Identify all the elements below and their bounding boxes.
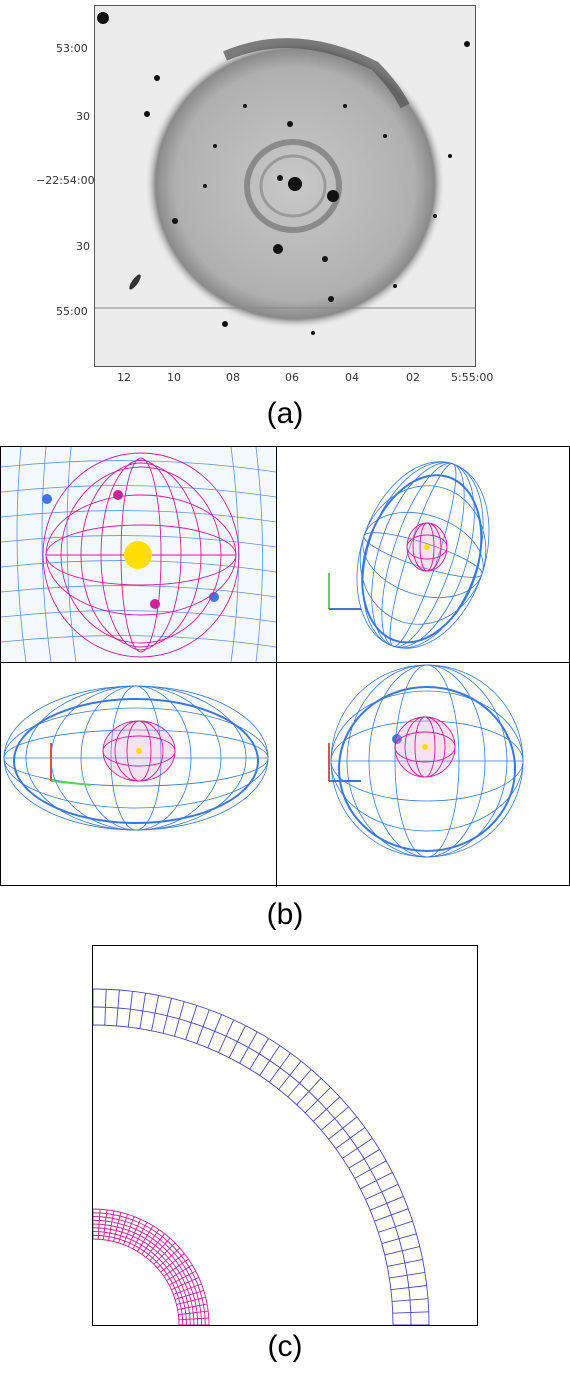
mesh-pole — [42, 494, 219, 602]
central-star — [288, 177, 302, 191]
x-tick-label: 10 — [167, 371, 181, 384]
x-tick-label: 12 — [117, 371, 131, 384]
y-tick-label: 53:00 — [56, 42, 88, 55]
star — [328, 296, 334, 302]
wireframe-view-bottom-left — [3, 685, 269, 831]
x-tick-label: 02 — [406, 371, 420, 384]
star — [287, 121, 293, 127]
star — [154, 75, 160, 81]
x-tick-label: 5:55:00 — [451, 371, 494, 384]
caption-a: (a) — [266, 397, 304, 430]
wireframe-grid — [0, 446, 570, 887]
outer-shell-mesh — [1, 447, 276, 662]
axis-gizmo — [328, 743, 361, 782]
y-tick-label: −22:54:00 — [36, 174, 95, 187]
star — [144, 111, 150, 117]
caption-b: (b) — [266, 898, 304, 931]
y-tick-label: 30 — [76, 110, 90, 123]
axis-gizmo — [50, 743, 92, 786]
star — [277, 175, 283, 181]
star — [343, 104, 347, 108]
y-tick-label: 30 — [76, 240, 90, 253]
caption-c: (c) — [267, 1330, 303, 1363]
mesh-pole — [392, 734, 402, 744]
central-star — [424, 544, 430, 550]
galaxy — [129, 274, 141, 290]
outer-ring-mesh — [93, 988, 430, 1325]
nebula-image-svg — [95, 6, 475, 366]
star — [327, 190, 339, 202]
star — [97, 12, 109, 24]
inner-ring — [244, 139, 342, 233]
star — [222, 321, 228, 327]
bright-arc — [223, 38, 410, 109]
star — [311, 331, 315, 335]
star — [213, 144, 217, 148]
star — [433, 214, 437, 218]
star — [383, 134, 387, 138]
inner-ring-core — [259, 154, 327, 218]
mesh-pole — [113, 490, 160, 609]
grid-divider — [276, 447, 277, 887]
star-field — [97, 12, 470, 335]
star — [448, 154, 452, 158]
inner-ring-mesh — [93, 1208, 210, 1325]
star — [203, 184, 207, 188]
central-star — [136, 748, 142, 754]
star — [243, 104, 247, 108]
axis-gizmo — [328, 573, 361, 610]
ring-mesh-panel — [92, 945, 478, 1326]
wireframe-view-top-right — [328, 461, 490, 649]
grid-divider — [1, 662, 570, 663]
x-tick-label: 04 — [345, 371, 359, 384]
x-tick-label: 08 — [226, 371, 240, 384]
outer-shell-mesh — [330, 664, 524, 858]
central-star — [422, 744, 428, 750]
y-tick-label: 55:00 — [56, 305, 88, 318]
wireframe-view-bottom-right — [328, 664, 524, 858]
star — [273, 244, 283, 254]
star — [322, 256, 328, 262]
outer-shell-mesh — [356, 461, 490, 649]
star — [464, 41, 470, 47]
x-tick-label: 06 — [285, 371, 299, 384]
ring-mesh-svg — [93, 988, 430, 1325]
wireframe-view-top-left — [1, 447, 276, 662]
central-star — [124, 541, 152, 569]
nebula-image — [94, 5, 476, 367]
star — [393, 284, 397, 288]
star — [172, 218, 178, 224]
